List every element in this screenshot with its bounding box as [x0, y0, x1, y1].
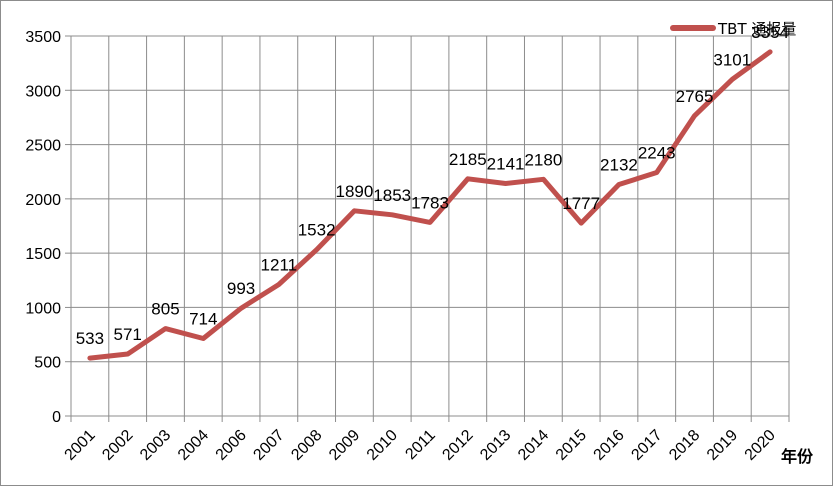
x-tick-label: 2001: [62, 427, 99, 464]
data-label: 533: [76, 329, 104, 348]
data-label: 993: [227, 279, 255, 298]
data-label: 714: [189, 309, 217, 328]
axes: [65, 35, 790, 422]
data-label: 3354: [751, 23, 789, 42]
x-tick-label: 2017: [628, 427, 665, 464]
x-tick-label: 2015: [553, 427, 590, 464]
x-tick-label: 2013: [477, 427, 514, 464]
y-tick-label: 0: [52, 409, 61, 426]
data-label: 1777: [562, 194, 600, 213]
legend: TBT 通报量: [670, 20, 796, 38]
legend-label: TBT 通报量: [717, 20, 796, 38]
series-lines: [87, 49, 773, 361]
y-tick-label: 2000: [25, 192, 61, 209]
y-tick-label: 1000: [25, 300, 61, 317]
x-tick-label: 2006: [213, 427, 250, 464]
x-tick-label: 2009: [326, 427, 363, 464]
data-label: 2185: [449, 150, 487, 169]
data-label: 1532: [298, 221, 336, 240]
y-tick-label: 2500: [25, 138, 61, 155]
data-label: 2180: [524, 150, 562, 169]
data-label: 1211: [261, 256, 298, 275]
x-tick-label: 2003: [137, 427, 174, 464]
data-label: 571: [113, 325, 141, 344]
x-tick-label: 2019: [704, 427, 741, 464]
y-tick-label: 500: [34, 355, 61, 372]
x-tick-label: 2011: [402, 427, 438, 463]
x-tick-label: 2014: [515, 427, 552, 464]
x-tick-label: 2010: [364, 427, 401, 464]
x-tick-labels: 2001 2002 2003 2004 2006 2007 2008 2009 2010 2011…: [62, 427, 779, 464]
x-tick-label: 2002: [99, 427, 136, 464]
y-tick-labels: 0 500 1000 1500 2000 2500 3000 3500: [25, 29, 61, 426]
data-label: 3101: [713, 50, 751, 69]
data-label: 1783: [411, 193, 449, 212]
x-tick-label: 2012: [439, 427, 476, 464]
data-label: 805: [151, 300, 179, 319]
x-tick-label: 2018: [666, 427, 703, 464]
data-label: 2765: [676, 87, 714, 106]
y-tick-label: 3000: [25, 83, 61, 100]
x-tick-label: 2007: [250, 427, 287, 464]
x-tick-label: 2016: [591, 427, 628, 464]
x-tick-label: 2008: [288, 427, 325, 464]
data-label: 2243: [638, 143, 676, 162]
data-label: 1853: [373, 186, 411, 205]
data-label: 2132: [600, 156, 638, 175]
x-axis-title: 年份: [781, 447, 814, 466]
y-tick-label: 1500: [25, 246, 61, 263]
grid-lines: [71, 35, 790, 416]
series-line-tbt: [87, 49, 773, 361]
x-tick-label: 2004: [175, 427, 212, 464]
x-tick-label: 2020: [742, 427, 779, 464]
y-tick-label: 3500: [25, 29, 61, 46]
data-label: 2141: [487, 155, 525, 174]
data-label: 1890: [336, 182, 374, 201]
